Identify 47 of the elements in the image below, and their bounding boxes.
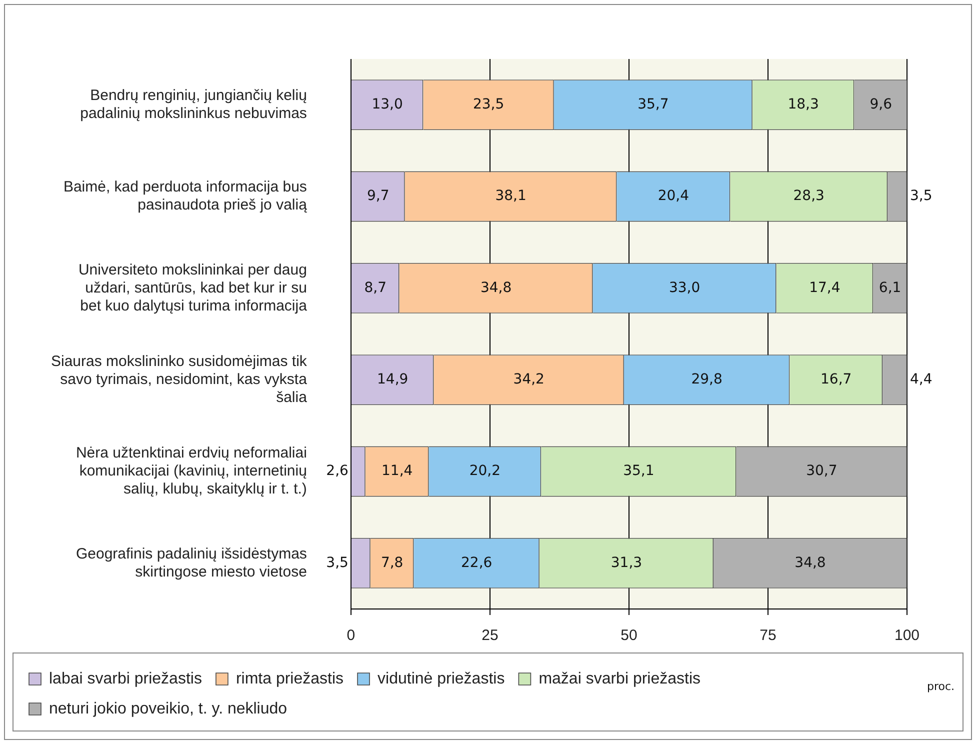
x-tick-label: 25 xyxy=(482,627,498,644)
y-tick-label: Geografinis padalinių išsidėstymas skirtingose miesto vietose xyxy=(76,545,307,580)
data-label: 23,5 xyxy=(472,96,504,112)
data-label: 14,9 xyxy=(377,371,408,388)
y-tick-label: Universiteto mokslininkai per daug uždari, santūrūs, kad bet kur ir su bet kuo dalytųsi turima informacija xyxy=(78,261,308,314)
legend-label: labai svarbi priežastis xyxy=(49,670,202,688)
data-label: 34,2 xyxy=(513,371,544,388)
data-label: 13,0 xyxy=(372,96,403,112)
data-label: 29,8 xyxy=(691,371,722,388)
data-label: 20,4 xyxy=(658,188,690,204)
data-label: 3,5 xyxy=(326,554,348,571)
data-label: 33,0 xyxy=(668,280,700,296)
data-label: 7,8 xyxy=(380,554,404,571)
x-tick-label: 0 xyxy=(346,627,356,644)
data-label: 20,2 xyxy=(469,463,501,480)
data-label: 22,6 xyxy=(461,554,492,571)
x-tick-label: 50 xyxy=(620,627,638,644)
data-label: 3,5 xyxy=(910,188,932,204)
data-label: 2,6 xyxy=(326,463,349,480)
legend-label: rimta priežastis xyxy=(236,670,344,688)
legend-label: mažai svarbi priežastis xyxy=(538,670,701,688)
x-tick-label: 100 xyxy=(894,627,920,644)
x-tick-label: 75 xyxy=(760,627,776,644)
data-label: 9,6 xyxy=(870,96,892,112)
data-label: 9,7 xyxy=(367,188,390,204)
data-label: 6,1 xyxy=(878,280,902,296)
data-label: 8,7 xyxy=(364,280,386,296)
data-label: 18,3 xyxy=(788,96,819,112)
y-tick-label: Baimė, kad perduota informacija bus pasinaudota prieš jo valią xyxy=(63,178,308,214)
y-tick-label: Bendrų renginių, jungiančių kelių padalinių mokslininkus nebuvimas xyxy=(80,86,307,122)
data-label: 28,3 xyxy=(793,188,824,204)
data-label: 30,7 xyxy=(806,463,838,480)
data-label: 4,4 xyxy=(910,371,932,388)
data-label: 35,7 xyxy=(638,96,669,112)
legend-label: vidutinė priežastis xyxy=(378,670,505,688)
data-label: 38,1 xyxy=(495,188,526,204)
data-label: 35,1 xyxy=(623,463,654,480)
y-tick-label: Siauras mokslininko susidomėjimas tik savo tyrimais, nesidomint, kas vyksta šalia xyxy=(50,352,308,406)
data-label: 31,3 xyxy=(610,554,642,571)
legend-label: neturi jokio poveikio, t. y. nekliudo xyxy=(49,700,288,718)
data-label: 34,8 xyxy=(794,554,826,571)
x-axis-title: proc. xyxy=(927,680,955,693)
data-label: 11,4 xyxy=(381,463,413,480)
data-label: 34,8 xyxy=(480,280,512,296)
y-tick-label: Nėra užtenktinai erdvių neformaliai komunikacijai (kavinių, internetinių salių, klubų, skaityklų ir t. t.) xyxy=(76,444,307,498)
data-label: 17,4 xyxy=(809,280,840,296)
data-label: 16,7 xyxy=(820,371,852,388)
